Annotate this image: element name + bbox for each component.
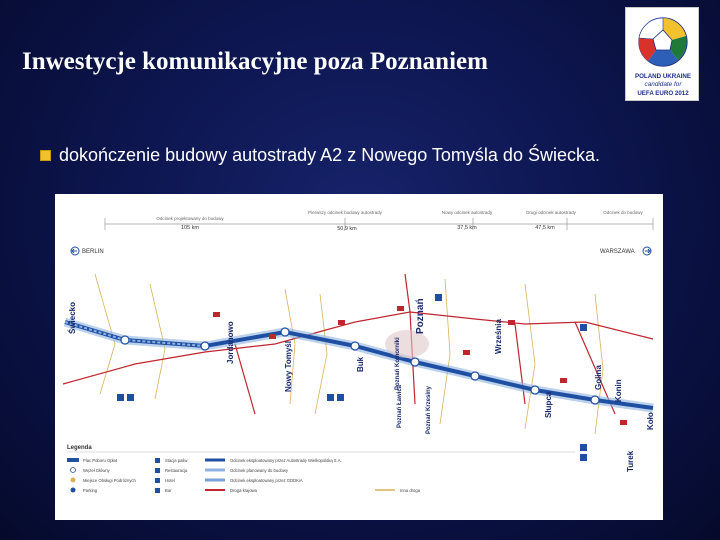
legend: Legenda Plac Poboru Opłat Węzeł Główny M… — [67, 445, 575, 493]
logo-line-3: UEFA EURO 2012 — [637, 90, 689, 97]
parking-icon — [580, 324, 587, 331]
parking-icon — [127, 394, 134, 401]
legend-item: Odcinek eksploatowany przez Autostradę W… — [230, 458, 342, 463]
interchange-icon — [200, 341, 210, 351]
place-label: Września — [494, 318, 503, 354]
legend-item: Droga krajowa — [230, 488, 258, 493]
other-roads — [94, 273, 604, 435]
place-label: Konin — [614, 379, 623, 402]
legend-title: Legenda — [67, 445, 92, 451]
place-label: Jordanowo — [226, 321, 235, 364]
section-km: 47,5 km — [535, 225, 555, 231]
fuel-station-icon — [117, 394, 124, 401]
poznan-area — [385, 330, 429, 358]
section-label: Drugi odcinek autostrady — [526, 210, 577, 215]
section-header: Odcinek projektowany do budowy 105 km Pi… — [104, 210, 654, 232]
legend-item: Stacja paliw — [165, 458, 188, 463]
direction-east-label: WARSZAWA — [600, 249, 635, 255]
place-label: Golina — [594, 365, 603, 390]
interchanges — [120, 327, 600, 405]
section-label: Odcinek do budowy — [603, 210, 643, 215]
place-label: Poznań Ławica — [397, 384, 403, 428]
logo-line-2: candidate for — [644, 81, 682, 88]
legend-item: Miejsce Obsługi Podróżnych — [83, 478, 137, 483]
legend-item: Inna droga — [400, 488, 421, 493]
fuel-station-icon — [327, 394, 334, 401]
road-number-badges — [213, 306, 627, 425]
direction-west: BERLIN — [70, 246, 104, 256]
place-label: Słupca — [544, 391, 553, 418]
place-labels: Świecko Jordanowo Nowy Tomyśl Buk Poznań… — [68, 298, 655, 472]
place-label: Świecko — [68, 302, 77, 334]
bullet-text: dokończenie budowy autostrady A2 z Noweg… — [59, 145, 600, 165]
legend-item: Parking — [83, 488, 98, 493]
interchange-icon — [280, 327, 290, 337]
direction-west-label: BERLIN — [82, 249, 104, 255]
section-km: 37,5 km — [457, 225, 477, 231]
place-label: Koło — [646, 412, 655, 430]
bullet-square-icon — [40, 150, 51, 161]
legend-item: Bar — [165, 488, 172, 493]
section-label: Pierwszy odcinek budowy autostrady — [308, 210, 383, 215]
legend-item: Plac Poboru Opłat — [83, 458, 118, 463]
legend-item: Hotel — [165, 478, 175, 483]
section-km: 50,9 km — [337, 226, 357, 232]
euro-2012-logo: POLAND UKRAINE candidate for UEFA EURO 2… — [625, 7, 699, 101]
legend-item: Restauracja — [165, 468, 188, 473]
place-label: Poznań Komorniki — [395, 337, 401, 390]
interchange-icon — [590, 395, 600, 405]
section-km: 105 km — [181, 225, 199, 231]
interchange-icon — [530, 385, 540, 395]
legend-item: Odcinek eksploatowany przez GDDKiA — [230, 478, 303, 483]
slide-title: Inwestycje komunikacyjne poza Poznaniem — [22, 48, 488, 75]
place-label: Buk — [356, 356, 365, 372]
place-label: Poznań Krzesiny — [426, 385, 432, 434]
restaurant-icon — [337, 394, 344, 401]
interchange-icon — [350, 341, 360, 351]
bar-icon — [580, 454, 587, 461]
legend-item: Węzeł Główny — [83, 468, 111, 473]
interchange-icon — [410, 357, 420, 367]
place-label: Nowy Tomyśl — [284, 341, 293, 392]
motorway-map: Odcinek projektowany do budowy 105 km Pi… — [55, 194, 663, 520]
section-label: Nowy odcinek autostrady — [442, 210, 493, 215]
place-label: Turek — [626, 450, 635, 472]
logo-line-1: POLAND UKRAINE — [634, 73, 692, 80]
direction-east: WARSZAWA — [600, 246, 652, 256]
football-emblem-icon — [638, 17, 688, 67]
section-label: Odcinek projektowany do budowy — [156, 216, 224, 221]
bullet-item: dokończenie budowy autostrady A2 z Noweg… — [40, 145, 600, 166]
interchange-icon — [470, 371, 480, 381]
hotel-icon — [435, 294, 442, 301]
legend-item: Odcinek planowany do budowy — [230, 468, 289, 473]
motorway-map-graphic: Odcinek projektowany do budowy 105 km Pi… — [62, 210, 655, 493]
place-label: Poznań — [415, 298, 426, 334]
interchange-icon — [120, 335, 130, 345]
fuel-station-icon — [580, 444, 587, 451]
service-icons — [117, 294, 587, 461]
